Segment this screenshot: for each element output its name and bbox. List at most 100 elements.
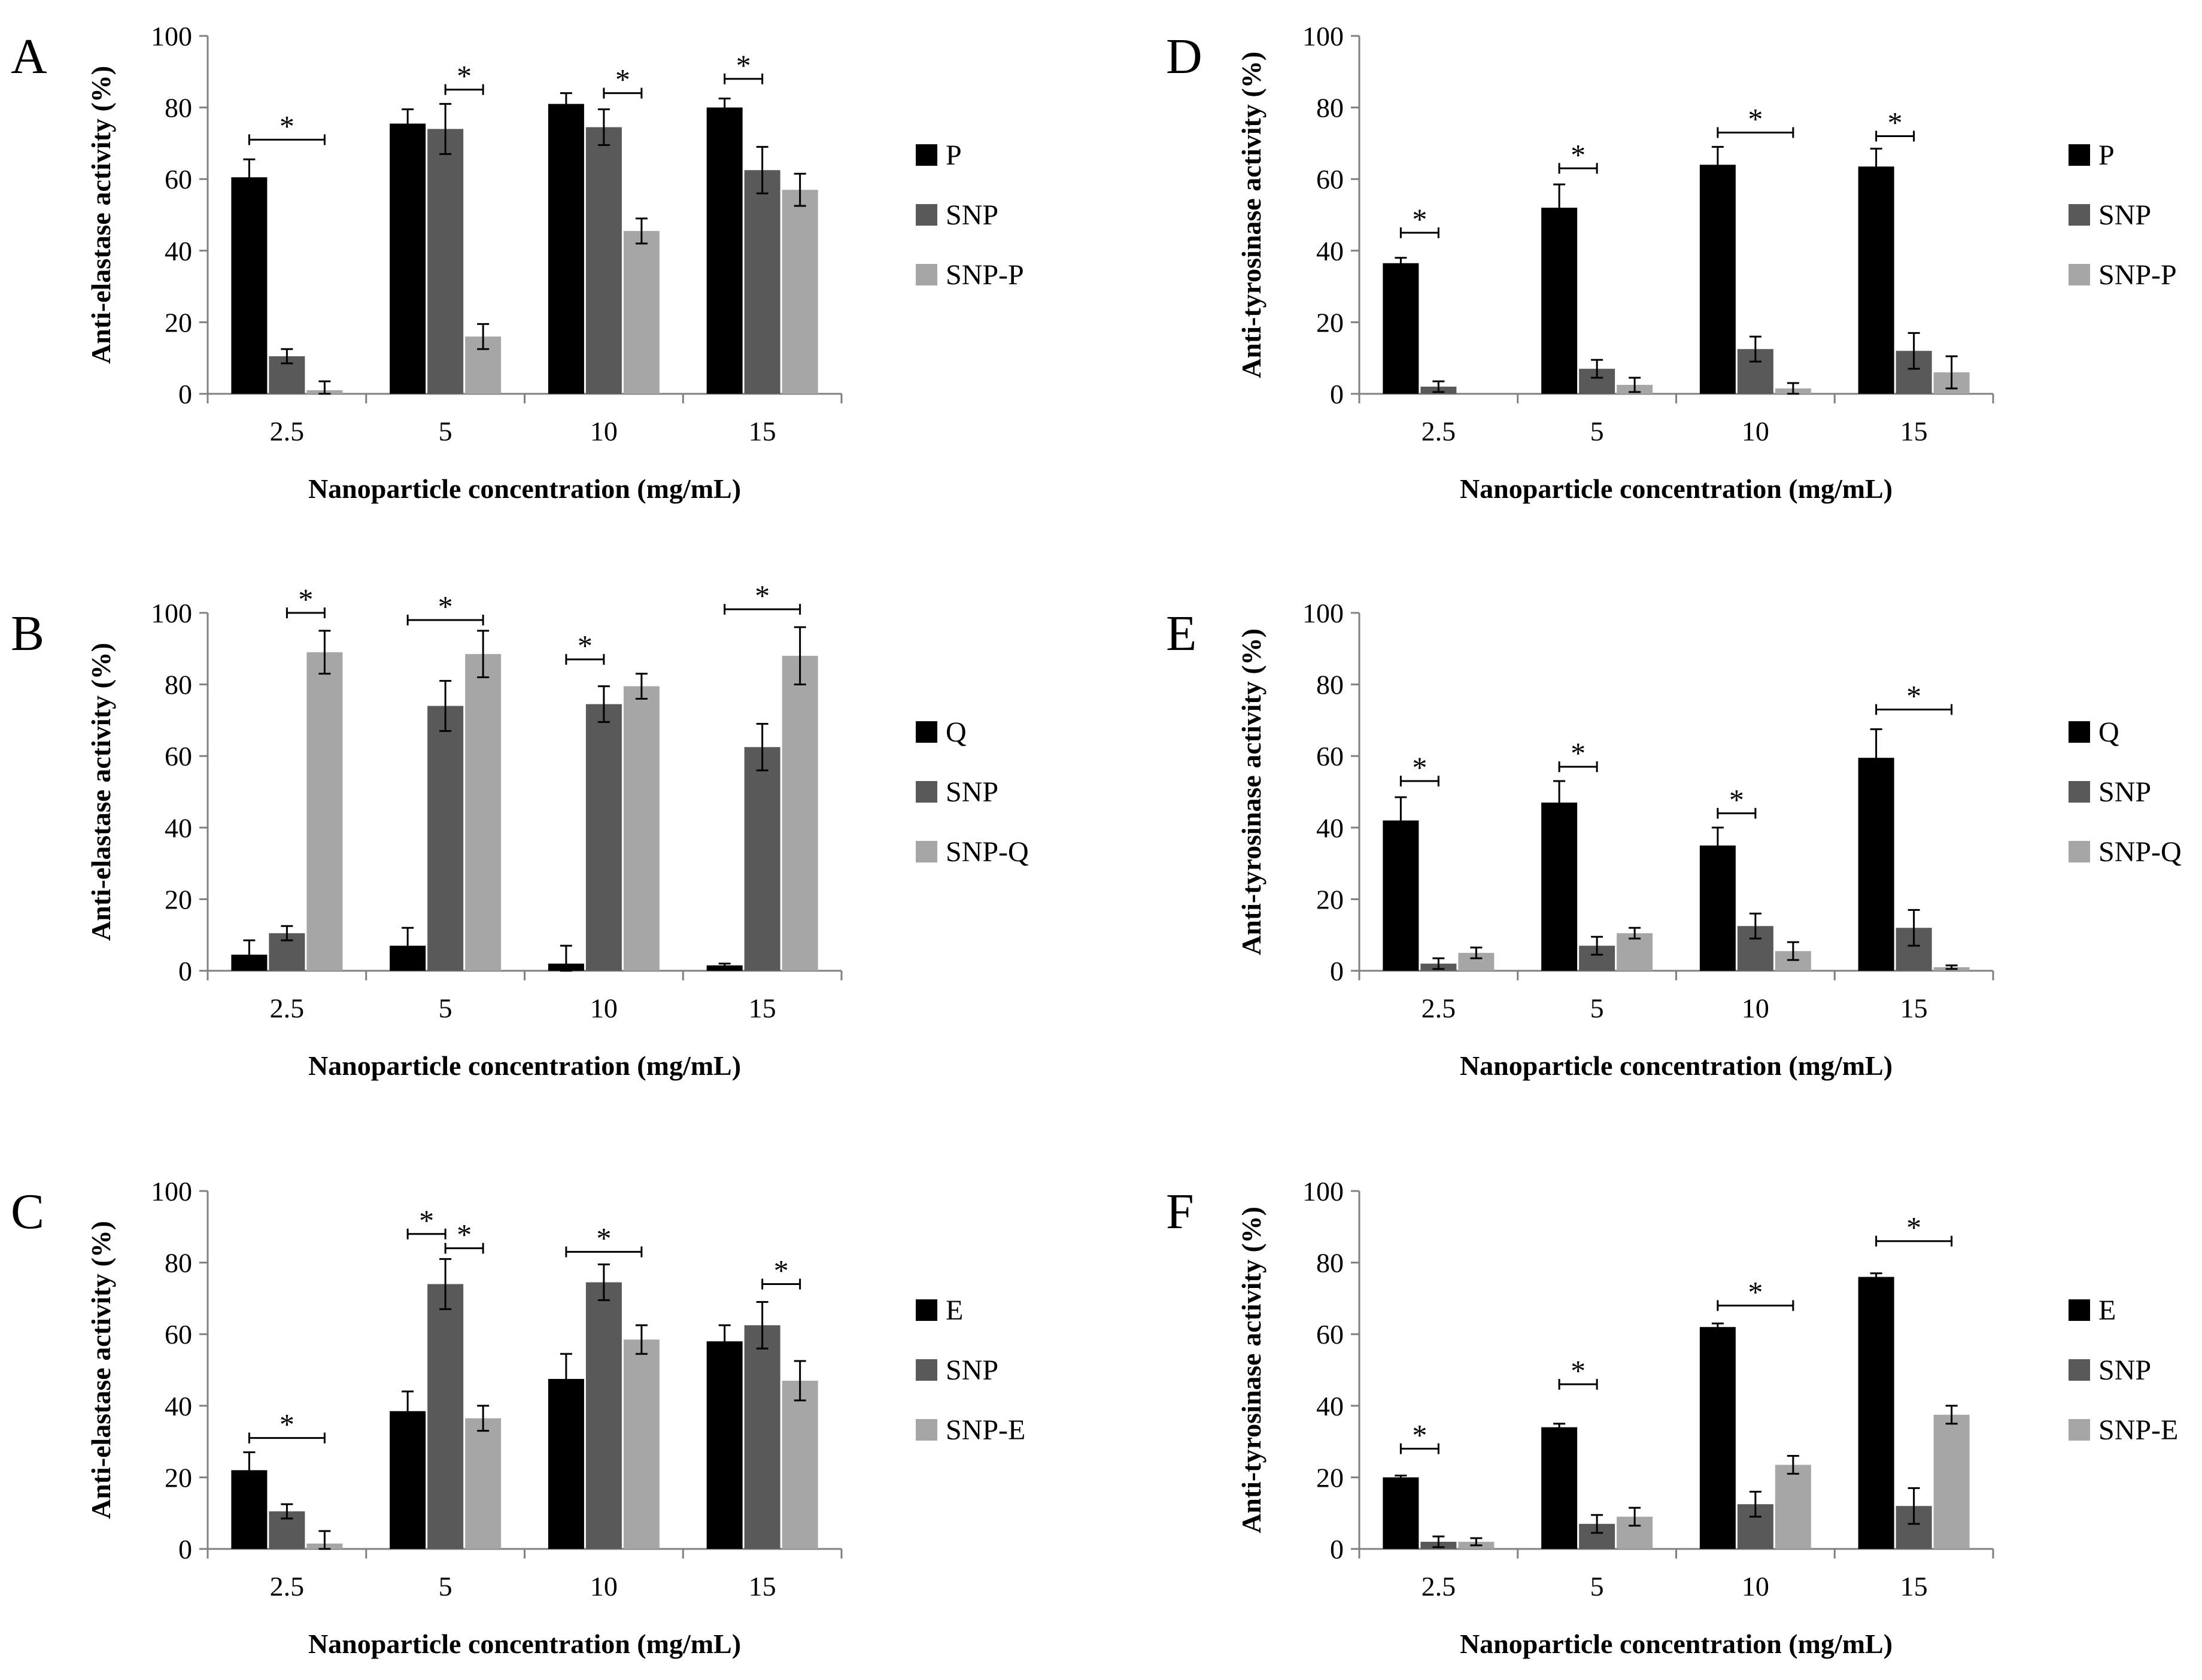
x-tick-label: 15 bbox=[1900, 416, 1928, 446]
bar-p-15 bbox=[1858, 166, 1894, 394]
x-tick-label: 10 bbox=[1742, 416, 1769, 446]
significance-star: * bbox=[419, 1204, 434, 1237]
legend-label: SNP bbox=[946, 199, 998, 231]
x-tick-label: 2.5 bbox=[270, 416, 305, 446]
y-tick-label: 40 bbox=[1316, 813, 1344, 843]
y-tick-label: 80 bbox=[165, 1248, 192, 1278]
x-tick-label: 5 bbox=[1590, 993, 1604, 1023]
y-axis-title: Anti-elastase activity (%) bbox=[86, 1221, 116, 1519]
x-tick-label: 2.5 bbox=[1422, 1571, 1456, 1602]
significance-star: * bbox=[1412, 1418, 1427, 1452]
y-tick-label: 0 bbox=[1330, 379, 1344, 409]
bar-snp-5 bbox=[427, 1284, 464, 1549]
legend-label: E bbox=[2098, 1295, 2116, 1326]
y-tick-label: 0 bbox=[1330, 956, 1344, 986]
bar-snp-e-10 bbox=[1775, 1465, 1811, 1549]
y-tick-label: 100 bbox=[1302, 598, 1344, 628]
legend-swatch bbox=[2069, 144, 2090, 166]
significance-star: * bbox=[1906, 679, 1921, 712]
bar-snp-5 bbox=[427, 129, 464, 394]
significance-star: * bbox=[1906, 1211, 1921, 1244]
y-tick-label: 20 bbox=[1316, 884, 1344, 915]
bar-e-2.5 bbox=[1383, 1477, 1419, 1549]
legend-label: SNP-P bbox=[946, 259, 1024, 291]
bar-p-5 bbox=[390, 123, 426, 394]
significance-star: * bbox=[1748, 1275, 1763, 1308]
legend-label: Q bbox=[946, 716, 967, 748]
legend-label: Q bbox=[2098, 716, 2119, 748]
y-tick-label: 80 bbox=[1316, 670, 1344, 700]
y-tick-label: 0 bbox=[178, 379, 192, 409]
chart-panel-a: A 0 20 40 60 80 100 2.5 5 10 15 Nanoparticle concen… bbox=[11, 21, 1024, 504]
x-tick-label: 2.5 bbox=[270, 1571, 305, 1602]
y-tick-label: 20 bbox=[165, 884, 192, 915]
bar-e-15 bbox=[706, 1341, 743, 1549]
legend-label: SNP-E bbox=[946, 1414, 1025, 1446]
y-tick-label: 100 bbox=[1302, 21, 1344, 51]
panel-letter: E bbox=[1166, 606, 1196, 661]
y-tick-label: 20 bbox=[1316, 1462, 1344, 1493]
legend-swatch bbox=[2069, 1419, 2090, 1441]
significance-star: * bbox=[1571, 736, 1586, 770]
legend-label: P bbox=[946, 139, 962, 171]
y-axis-title: Anti-tyrosinase activity (%) bbox=[1236, 1207, 1266, 1533]
bar-snp-10 bbox=[585, 1282, 622, 1549]
legend-label: SNP-Q bbox=[2098, 836, 2182, 868]
y-axis-title: Anti-elastase activity (%) bbox=[86, 643, 116, 941]
y-tick-label: 40 bbox=[165, 236, 192, 266]
legend-swatch bbox=[916, 1299, 937, 1321]
significance-star: * bbox=[457, 1218, 472, 1251]
x-tick-label: 5 bbox=[1590, 416, 1604, 446]
panel-letter: B bbox=[11, 606, 44, 661]
legend-swatch bbox=[2069, 264, 2090, 285]
significance-star: * bbox=[457, 59, 472, 93]
x-tick-label: 2.5 bbox=[270, 993, 305, 1023]
y-tick-label: 80 bbox=[1316, 93, 1344, 123]
x-tick-label: 2.5 bbox=[1422, 416, 1456, 446]
bar-e-5 bbox=[1541, 1427, 1578, 1549]
significance-star: * bbox=[736, 48, 751, 82]
legend-swatch bbox=[2069, 721, 2090, 743]
bar-snp-e-15 bbox=[782, 1380, 818, 1549]
x-tick-label: 15 bbox=[749, 1571, 776, 1602]
bar-q-5 bbox=[1541, 802, 1578, 971]
y-tick-label: 80 bbox=[1316, 1248, 1344, 1278]
legend-label: SNP-E bbox=[2098, 1414, 2178, 1446]
y-tick-label: 0 bbox=[178, 1534, 192, 1564]
significance-star: * bbox=[774, 1253, 789, 1287]
significance-star: * bbox=[298, 582, 313, 616]
x-tick-label: 10 bbox=[590, 416, 618, 446]
x-tick-label: 5 bbox=[439, 416, 452, 446]
legend-label: E bbox=[946, 1295, 963, 1326]
significance-star: * bbox=[1571, 138, 1586, 171]
x-axis-title: Nanoparticle concentration (mg/mL) bbox=[308, 473, 741, 504]
bar-snp-q-10 bbox=[623, 686, 660, 971]
y-tick-label: 20 bbox=[165, 1462, 192, 1493]
y-tick-label: 100 bbox=[151, 598, 192, 628]
legend-swatch bbox=[916, 204, 937, 226]
y-tick-label: 40 bbox=[1316, 236, 1344, 266]
bar-p-2.5 bbox=[1383, 263, 1419, 394]
legend-swatch bbox=[2069, 1299, 2090, 1321]
legend-label: SNP-P bbox=[2098, 259, 2177, 291]
legend-swatch bbox=[916, 781, 937, 803]
bar-e-10 bbox=[1699, 1327, 1736, 1549]
legend-swatch bbox=[916, 841, 937, 862]
legend-label: SNP-Q bbox=[946, 836, 1029, 868]
legend-label: SNP bbox=[946, 776, 998, 808]
legend-swatch bbox=[916, 144, 937, 166]
legend-swatch bbox=[916, 264, 937, 285]
y-tick-label: 100 bbox=[151, 1176, 192, 1207]
x-tick-label: 15 bbox=[749, 416, 776, 446]
bar-q-15 bbox=[1858, 758, 1894, 971]
chart-panel-b: B 0 20 40 60 80 100 2.5 5 10 15 Nanoparticle concen… bbox=[11, 579, 1029, 1081]
y-tick-label: 40 bbox=[165, 1391, 192, 1421]
bar-e-5 bbox=[390, 1411, 426, 1549]
significance-star: * bbox=[1412, 751, 1427, 784]
y-tick-label: 0 bbox=[1330, 1534, 1344, 1564]
significance-star: * bbox=[1748, 102, 1763, 135]
legend-swatch bbox=[2069, 841, 2090, 862]
x-axis-title: Nanoparticle concentration (mg/mL) bbox=[1460, 1050, 1893, 1081]
